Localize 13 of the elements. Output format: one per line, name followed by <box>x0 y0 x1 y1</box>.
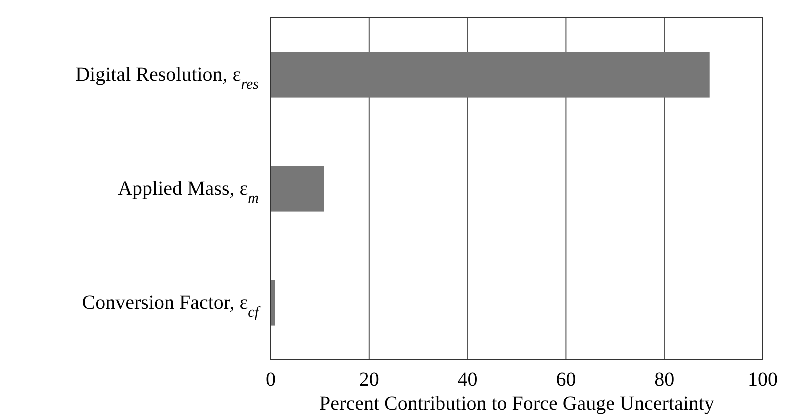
x-tick-label: 20 <box>359 369 380 391</box>
x-tick-label: 100 <box>748 369 778 391</box>
x-tick-label: 40 <box>458 369 478 391</box>
y-tick-label: Digital Resolution, ε$_{res}$ <box>76 64 260 93</box>
bar <box>271 52 710 98</box>
bar <box>271 280 276 326</box>
bar <box>271 166 324 212</box>
y-tick-label: Conversion Factor, ε$_{cf}$ <box>82 292 261 321</box>
y-tick-label: Applied Mass, ε$_{m}$ <box>118 178 260 207</box>
x-tick-label: 80 <box>654 369 675 391</box>
x-axis-title: Percent Contribution to Force Gauge Uncertainty <box>320 393 714 415</box>
x-tick-label: 60 <box>556 369 576 391</box>
x-tick-label: 0 <box>266 369 276 391</box>
